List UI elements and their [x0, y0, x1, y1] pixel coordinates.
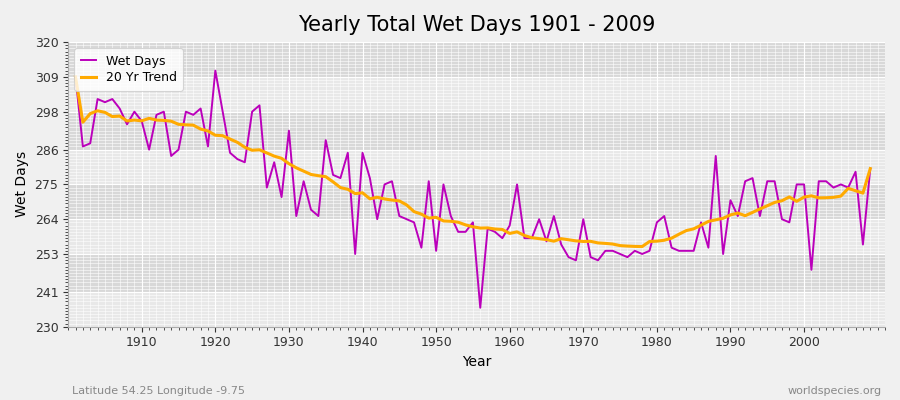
- Title: Yearly Total Wet Days 1901 - 2009: Yearly Total Wet Days 1901 - 2009: [298, 15, 655, 35]
- 20 Yr Trend: [70, 74, 81, 79]
- 20 Yr Trend: [504, 231, 515, 236]
- Wet Days: [865, 166, 876, 171]
- Wet Days: [512, 182, 523, 187]
- Wet Days: [210, 68, 220, 73]
- 20 Yr Trend: [335, 185, 346, 190]
- Text: worldspecies.org: worldspecies.org: [788, 386, 882, 396]
- 20 Yr Trend: [637, 244, 648, 249]
- Line: 20 Yr Trend: 20 Yr Trend: [76, 77, 870, 246]
- Bar: [68, 112, 885, 150]
- Wet Days: [475, 305, 486, 310]
- 20 Yr Trend: [129, 118, 140, 122]
- Wet Days: [129, 109, 140, 114]
- Bar: [68, 77, 885, 112]
- Y-axis label: Wet Days: Wet Days: [15, 151, 29, 218]
- Wet Days: [70, 74, 81, 79]
- Bar: [68, 42, 885, 77]
- 20 Yr Trend: [865, 166, 876, 171]
- Line: Wet Days: Wet Days: [76, 70, 870, 308]
- Legend: Wet Days, 20 Yr Trend: Wet Days, 20 Yr Trend: [75, 48, 183, 91]
- Bar: [68, 292, 885, 327]
- Text: Latitude 54.25 Longitude -9.75: Latitude 54.25 Longitude -9.75: [72, 386, 245, 396]
- Wet Days: [608, 248, 618, 253]
- 20 Yr Trend: [497, 227, 508, 232]
- X-axis label: Year: Year: [462, 355, 491, 369]
- 20 Yr Trend: [291, 166, 302, 170]
- Bar: [68, 150, 885, 184]
- Bar: [68, 184, 885, 219]
- Wet Days: [519, 236, 530, 240]
- Bar: [68, 254, 885, 292]
- Wet Days: [342, 150, 353, 155]
- 20 Yr Trend: [592, 240, 603, 245]
- Wet Days: [298, 179, 309, 184]
- Bar: [68, 219, 885, 254]
